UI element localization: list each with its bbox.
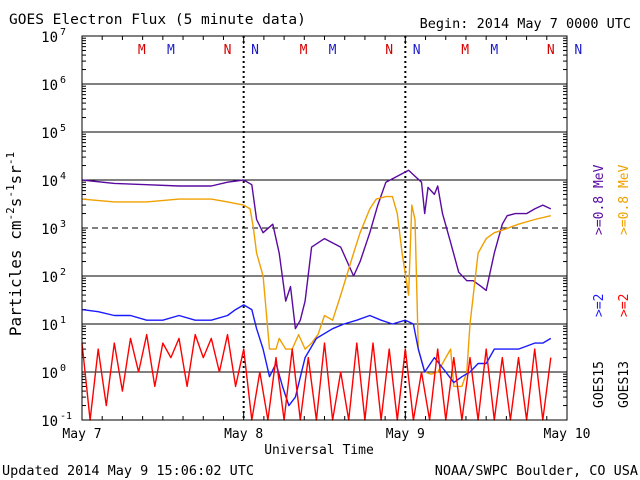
y-tick-exponent: 0: [60, 363, 66, 374]
legend-goes13-08mev: >=0.8 MeV: [617, 164, 632, 235]
y-tick-label: 10: [41, 414, 58, 430]
series-line-3: [81, 304, 552, 407]
x-tick-label: May 10: [544, 427, 591, 442]
x-tick-label: May 9: [386, 427, 425, 442]
y-tick-exponent: 2: [60, 267, 66, 278]
marker-label: N: [547, 43, 555, 58]
y-tick-exponent: 3: [60, 219, 66, 230]
legend-goes13-2mev: >=2: [617, 294, 632, 317]
y-tick-label: 10: [41, 30, 58, 46]
y-tick-exponent: 7: [60, 27, 66, 38]
legend-goes13: GOES13: [617, 361, 632, 408]
y-tick-exponent: 6: [60, 75, 66, 86]
y-tick-label: 10: [41, 222, 58, 238]
source-credit: NOAA/SWPC Boulder, CO USA: [435, 463, 638, 479]
legend-goes15: GOES15: [592, 361, 607, 408]
marker-label: N: [251, 43, 259, 58]
y-tick-label: 10: [41, 78, 58, 94]
y-tick-label: 10: [41, 174, 58, 190]
updated-timestamp: Updated 2014 May 9 15:06:02 UTC: [2, 463, 254, 479]
chart-title: GOES Electron Flux (5 minute data): [9, 12, 306, 28]
y-tick-label: 10: [41, 126, 58, 142]
marker-label: M: [138, 43, 146, 58]
begin-date: Begin: 2014 May 7 0000 UTC: [420, 16, 631, 32]
plot-frame: [81, 35, 568, 421]
marker-label: M: [461, 43, 469, 58]
y-tick-label: 10: [41, 318, 58, 334]
series-line-2: [81, 195, 551, 388]
marker-label: M: [300, 43, 308, 58]
legend-goes15-2mev: >=2: [592, 294, 607, 317]
x-tick-labels: May 7 May 8 May 9 May 10: [62, 427, 590, 442]
y-tick-label: 10: [41, 366, 58, 382]
y-axis-label: Particles cm-2s-1sr-1: [4, 152, 25, 336]
x-tick-label: May 8: [224, 427, 263, 442]
y-tick-exponent: 4: [60, 171, 66, 182]
marker-label: N: [385, 43, 393, 58]
x-tick-label: May 7: [62, 427, 101, 442]
series-group: [81, 169, 552, 421]
marker-label: M: [490, 43, 498, 58]
marker-label: M: [167, 43, 175, 58]
marker-label: N: [224, 43, 232, 58]
y-tick-exponent: -1: [60, 411, 72, 422]
y-tick-exponent: 5: [60, 123, 66, 134]
series-line-1: [81, 169, 552, 330]
y-tick-exponent: 1: [60, 315, 66, 326]
marker-label: N: [413, 43, 421, 58]
y-tick-label: 10: [41, 270, 58, 286]
legend-goes15-08mev: >=0.8 MeV: [592, 164, 607, 235]
x-axis-label: Universal Time: [264, 443, 374, 458]
marker-label: N: [574, 43, 582, 58]
marker-label: M: [329, 43, 337, 58]
